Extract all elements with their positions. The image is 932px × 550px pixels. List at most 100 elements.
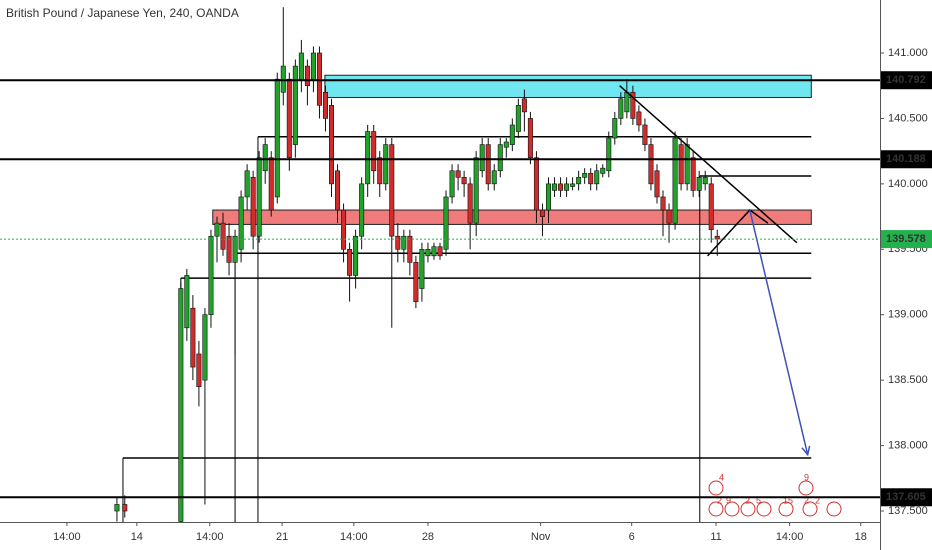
candle-body <box>708 183 714 230</box>
candle-body <box>310 52 316 80</box>
candle-body <box>304 65 310 87</box>
candle-body <box>178 288 184 522</box>
candle-body <box>564 183 570 191</box>
candle-body <box>558 183 564 191</box>
y-tick-label: 140.500 <box>888 112 928 124</box>
candle-body <box>582 173 588 178</box>
x-tick-label: 14:00 <box>196 531 224 543</box>
candle-body <box>359 183 365 237</box>
candle-body <box>606 137 612 172</box>
event-count: 9 <box>804 472 809 482</box>
candle-body <box>250 177 256 237</box>
candle-body <box>533 157 539 211</box>
candle-body <box>473 157 479 224</box>
y-tick-label: 137.500 <box>888 505 928 517</box>
candle-body <box>467 183 473 224</box>
candle-body <box>654 170 660 198</box>
candle-body <box>232 235 238 263</box>
candle-body <box>612 118 618 139</box>
candle-body <box>425 248 431 257</box>
candle-body <box>383 144 389 185</box>
candle-body <box>220 222 226 250</box>
x-tick-label: 21 <box>276 531 288 543</box>
candle-body <box>316 52 322 106</box>
candle-body <box>684 144 690 185</box>
candle-body <box>497 144 503 172</box>
event-count: 2 <box>717 495 722 505</box>
zone <box>212 209 812 225</box>
candle-body <box>238 196 244 250</box>
candle-body <box>196 353 202 387</box>
price-label-box <box>881 150 932 169</box>
event-icon <box>708 501 724 517</box>
candle-body <box>455 170 461 178</box>
event-count: 4 <box>719 472 724 482</box>
trendline <box>749 209 809 455</box>
candle-body <box>122 504 128 512</box>
candle-body <box>485 144 491 185</box>
candle-body <box>419 248 425 289</box>
event-icon <box>708 480 724 496</box>
candle-body <box>443 196 449 250</box>
candle-body <box>114 504 120 512</box>
event-markers: 4 9 2 9 2 5 15 2 2 <box>708 472 842 517</box>
trendline <box>619 85 798 244</box>
candle-body <box>594 170 600 185</box>
candle-body <box>401 235 407 250</box>
candle-body <box>660 196 666 211</box>
candle-body <box>503 141 509 148</box>
candle-body <box>292 65 298 145</box>
candle-body <box>389 144 395 237</box>
event-count: 2 <box>745 495 750 505</box>
event-icon <box>756 501 772 517</box>
event-count: 9 <box>726 495 731 505</box>
candle-body <box>449 170 455 198</box>
candle-body <box>509 124 515 145</box>
candle-body <box>642 124 648 145</box>
x-tick-label: 14:00 <box>340 531 368 543</box>
candle-body <box>618 98 624 119</box>
price-label: 140.792 <box>886 74 926 86</box>
candle-body <box>576 177 582 185</box>
candle-body <box>256 157 262 237</box>
candle-body <box>630 91 636 119</box>
candle-body <box>280 65 286 93</box>
event-icon <box>826 501 842 517</box>
arrow-head <box>801 445 811 457</box>
event-count: 2 <box>804 495 809 505</box>
candle-body <box>702 177 708 185</box>
zone <box>324 74 812 98</box>
event-icon <box>778 501 794 517</box>
candle-body <box>365 131 371 185</box>
candle-body <box>491 170 497 185</box>
y-tick-label: 141.000 <box>888 47 928 59</box>
candle-body <box>431 246 437 257</box>
candle-body <box>268 157 274 211</box>
x-tick-label: 6 <box>629 531 635 543</box>
candle-body <box>545 183 551 211</box>
candle-body <box>395 235 401 250</box>
y-tick-label: 138.500 <box>888 374 928 386</box>
event-icon <box>724 501 740 517</box>
event-icon <box>798 480 814 496</box>
price-label-box <box>881 230 932 249</box>
candle-body <box>570 183 576 187</box>
candle-body <box>214 222 220 237</box>
y-tick-label: 139.000 <box>888 309 928 321</box>
candle-body <box>479 144 485 172</box>
candle-body <box>208 235 214 316</box>
x-tick-label: 11 <box>710 531 721 543</box>
candle-body <box>226 235 232 263</box>
candle-body <box>678 144 684 185</box>
y-tick-label: 140.000 <box>888 178 928 190</box>
price-label-box <box>881 71 932 90</box>
candle-body <box>624 91 630 113</box>
candle-body <box>672 137 678 224</box>
x-tick-label: Nov <box>531 531 551 543</box>
candle-body <box>341 209 347 250</box>
candle-body <box>521 98 527 113</box>
candle-body <box>202 314 208 381</box>
candle-body <box>552 183 558 191</box>
candle-body <box>461 177 467 185</box>
